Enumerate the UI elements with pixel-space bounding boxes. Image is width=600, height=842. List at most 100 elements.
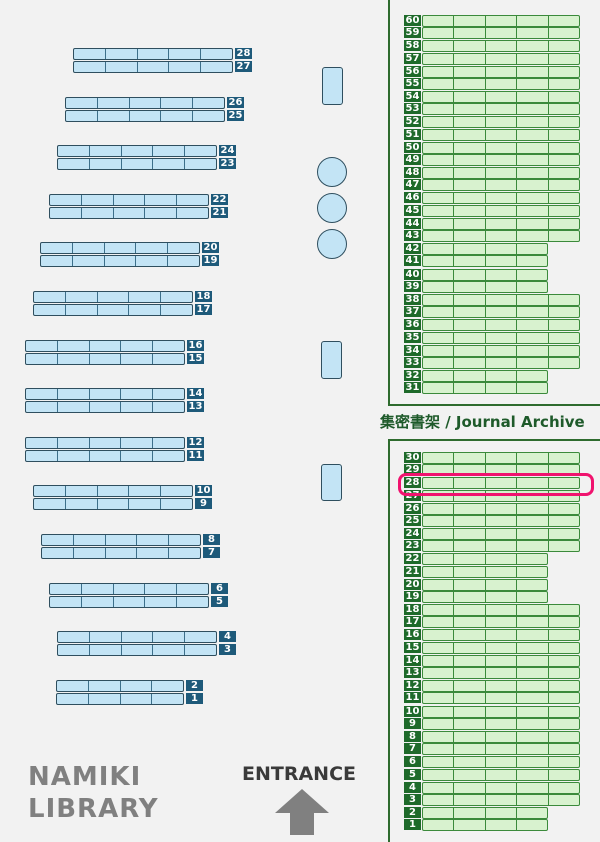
shelf-17[interactable] xyxy=(422,616,580,629)
shelf-28[interactable] xyxy=(73,48,233,60)
shelf-15[interactable] xyxy=(25,352,185,365)
shelf-13[interactable] xyxy=(422,667,580,680)
shelf-8[interactable] xyxy=(422,730,580,743)
shelf-2[interactable] xyxy=(56,679,184,692)
shelf-18[interactable] xyxy=(422,604,580,617)
shelf-21[interactable] xyxy=(422,565,549,578)
shelf-53[interactable] xyxy=(422,103,580,116)
shelf-37[interactable] xyxy=(422,306,580,319)
shelf-54[interactable] xyxy=(422,91,580,104)
shelf-19[interactable] xyxy=(422,591,549,604)
shelf-section xyxy=(453,117,484,128)
shelf-31[interactable] xyxy=(422,382,549,395)
shelf-21[interactable] xyxy=(49,206,209,219)
shelf-9[interactable] xyxy=(422,717,580,730)
shelf-15[interactable] xyxy=(422,641,580,654)
shelf-3[interactable] xyxy=(422,793,580,806)
shelf-section xyxy=(34,486,65,496)
shelf-12[interactable] xyxy=(25,436,185,449)
shelf-34[interactable] xyxy=(422,344,580,357)
shelf-7[interactable] xyxy=(422,743,580,756)
shelf-6[interactable] xyxy=(49,582,209,595)
shelf-19[interactable] xyxy=(40,255,200,268)
shelf-42[interactable] xyxy=(422,243,549,256)
shelf-16[interactable] xyxy=(422,629,580,642)
shelf-23[interactable] xyxy=(57,158,217,171)
shelf-8[interactable] xyxy=(41,534,201,546)
shelf-28[interactable] xyxy=(422,477,580,490)
shelf-22[interactable] xyxy=(49,193,209,206)
shelf-18[interactable] xyxy=(33,291,193,303)
shelf-39[interactable] xyxy=(422,280,549,293)
shelf-26[interactable] xyxy=(422,502,580,515)
shelf-10[interactable] xyxy=(422,705,580,718)
shelf-9[interactable] xyxy=(33,498,193,511)
shelf-58[interactable] xyxy=(422,40,580,53)
shelf-4[interactable] xyxy=(422,781,580,794)
shelf-26[interactable] xyxy=(65,96,225,109)
shelf-number-label: 52 xyxy=(404,116,421,128)
shelf-48[interactable] xyxy=(422,167,580,180)
shelf-50[interactable] xyxy=(422,141,580,154)
shelf-4[interactable] xyxy=(57,631,217,644)
shelf-57[interactable] xyxy=(422,52,580,65)
shelf-33[interactable] xyxy=(422,356,580,369)
shelf-38[interactable] xyxy=(422,293,580,306)
shelf-41[interactable] xyxy=(422,255,549,268)
shelf-section xyxy=(423,707,453,717)
shelf-47[interactable] xyxy=(422,179,580,192)
shelf-22[interactable] xyxy=(422,553,549,566)
shelf-1[interactable] xyxy=(56,692,184,705)
shelf-section xyxy=(516,41,547,52)
shelf-17[interactable] xyxy=(33,304,193,316)
shelf-49[interactable] xyxy=(422,154,580,167)
shelf-12[interactable] xyxy=(422,680,580,693)
shelf-14[interactable] xyxy=(25,388,185,401)
shelf-36[interactable] xyxy=(422,319,580,332)
shelf-section xyxy=(516,142,547,153)
shelf-5[interactable] xyxy=(422,768,580,781)
shelf-section xyxy=(88,645,121,656)
shelf-56[interactable] xyxy=(422,65,580,78)
shelf-52[interactable] xyxy=(422,116,580,129)
shelf-35[interactable] xyxy=(422,331,580,344)
shelf-44[interactable] xyxy=(422,217,580,230)
shelf-24[interactable] xyxy=(422,528,580,541)
shelf-32[interactable] xyxy=(422,369,549,382)
shelf-45[interactable] xyxy=(422,204,580,217)
shelf-section xyxy=(119,680,152,691)
shelf-section xyxy=(453,630,484,641)
shelf-55[interactable] xyxy=(422,78,580,90)
shelf-section xyxy=(103,256,136,267)
shelf-23[interactable] xyxy=(422,540,580,553)
shelf-7[interactable] xyxy=(41,547,201,559)
shelf-2[interactable] xyxy=(422,806,549,819)
shelf-20[interactable] xyxy=(40,242,200,255)
shelf-3[interactable] xyxy=(57,644,217,657)
shelf-43[interactable] xyxy=(422,230,580,243)
shelf-11[interactable] xyxy=(422,692,580,705)
shelf-5[interactable] xyxy=(49,595,209,608)
shelf-1[interactable] xyxy=(422,819,549,832)
shelf-section xyxy=(57,694,88,704)
shelf-59[interactable] xyxy=(422,27,580,40)
shelf-51[interactable] xyxy=(422,128,580,141)
shelf-40[interactable] xyxy=(422,268,549,281)
shelf-60[interactable] xyxy=(422,15,580,27)
shelf-16[interactable] xyxy=(25,339,185,352)
shelf-24[interactable] xyxy=(57,145,217,158)
shelf-11[interactable] xyxy=(25,449,185,462)
shelf-10[interactable] xyxy=(33,485,193,498)
shelf-25[interactable] xyxy=(65,109,225,122)
shelf-14[interactable] xyxy=(422,654,580,667)
shelf-13[interactable] xyxy=(25,401,185,414)
shelf-6[interactable] xyxy=(422,756,580,769)
shelf-number-label: 50 xyxy=(404,141,421,153)
shelf-section xyxy=(516,731,547,742)
shelf-section xyxy=(160,97,192,108)
shelf-27[interactable] xyxy=(73,61,233,73)
shelf-25[interactable] xyxy=(422,515,580,527)
shelf-20[interactable] xyxy=(422,578,549,591)
shelf-46[interactable] xyxy=(422,192,580,205)
shelf-30[interactable] xyxy=(422,452,580,464)
